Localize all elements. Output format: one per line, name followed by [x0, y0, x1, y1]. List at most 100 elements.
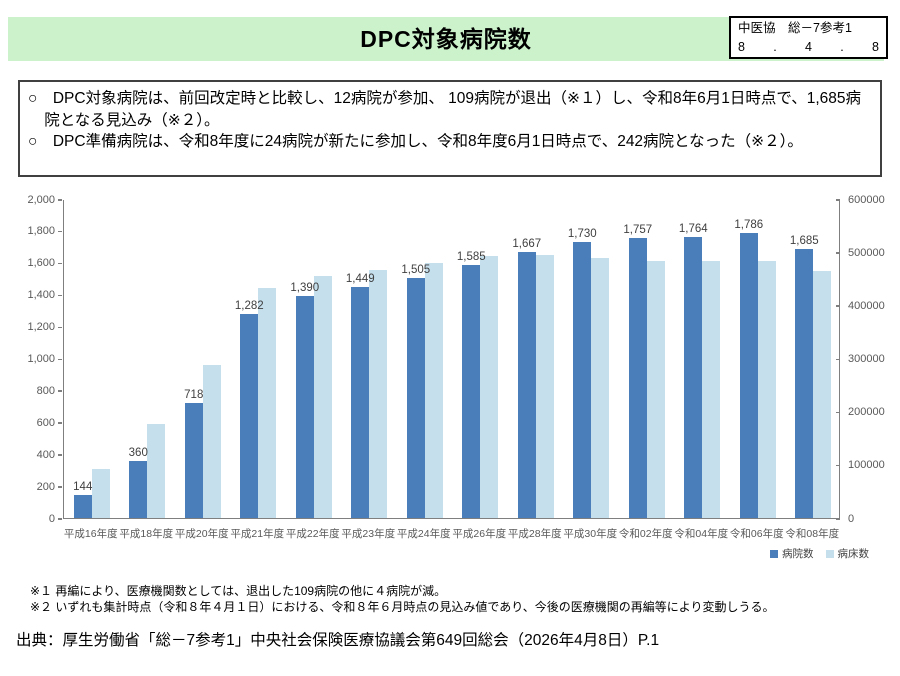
bar-value-label: 718 — [184, 389, 204, 402]
doc-reference-char: 4 — [805, 40, 812, 54]
legend-item-hospitals: 病院数 — [770, 546, 814, 561]
y-axis-tick-label-left: 600 — [36, 416, 55, 429]
x-axis-label: 平成16年度 — [63, 528, 118, 540]
y-axis-tick-mark-left-icon — [58, 358, 62, 360]
y-axis-tick-mark-left-icon — [58, 422, 62, 424]
legend-swatch-beds-icon — [825, 549, 834, 558]
doc-reference-char: 8 — [738, 40, 745, 54]
legend-swatch-hospitals-icon — [770, 549, 778, 558]
bar-hospitals — [129, 460, 148, 518]
bar-hospitals — [573, 242, 592, 518]
bar-beds — [313, 275, 332, 518]
y-axis-tick-label-left: 800 — [36, 384, 55, 397]
bar-hospitals — [406, 277, 425, 518]
x-axis-label: 平成26年度 — [452, 528, 507, 540]
y-axis-tick-label-left: 1,400 — [27, 289, 55, 302]
y-axis-tick-mark-left-icon — [58, 390, 62, 392]
bar-value-label: 1,685 — [789, 235, 819, 248]
bar-value-label: 360 — [128, 446, 148, 459]
x-axis-label: 令和02年度 — [618, 528, 673, 540]
y-axis-tick-mark-left-icon — [58, 486, 62, 488]
y-axis-tick-label-right: 600000 — [848, 193, 885, 206]
bar-beds — [91, 468, 110, 518]
legend-item-beds: 病床数 — [825, 546, 870, 561]
bar-beds — [757, 261, 776, 518]
y-axis-tick-mark-right-icon — [836, 464, 840, 467]
bar-hospitals — [795, 249, 814, 518]
doc-reference-char: 8 — [872, 40, 879, 54]
legend-label-hospitals: 病院数 — [782, 548, 814, 560]
bar-beds — [147, 423, 166, 518]
chart-plot-area: 144 360 718 1,282 1,390 1,449 1,505 1,585 1,667 1… — [63, 200, 840, 519]
bar-hospitals — [739, 233, 758, 518]
y-axis-tick-mark-right-icon — [836, 518, 840, 520]
y-axis-tick-mark-left-icon — [58, 518, 62, 520]
y-axis-tick-mark-right-icon — [836, 305, 840, 307]
x-axis-label: 令和06年度 — [729, 528, 784, 540]
y-axis-tick-label-left: 1,800 — [27, 225, 55, 238]
y-axis-tick-label-right: 400000 — [848, 299, 885, 312]
x-axis-label: 平成24年度 — [396, 528, 451, 540]
bar-value-label: 144 — [73, 481, 93, 494]
bar-chart: 144 360 718 1,282 1,390 1,449 1,505 1,585 1,667 1… — [0, 185, 900, 570]
bar-hospitals — [628, 237, 647, 518]
bar-hospitals — [351, 286, 370, 518]
x-axis-label: 平成21年度 — [230, 528, 285, 540]
bar-hospitals — [73, 495, 92, 518]
bar-beds — [369, 270, 388, 518]
y-axis-tick-label-left: 1,000 — [27, 353, 55, 365]
y-axis-tick-mark-right-icon — [836, 252, 840, 254]
x-axis-label: 平成23年度 — [341, 528, 396, 540]
doc-reference-box: 中医協 総－7参考1 8. 4. 8 — [729, 16, 888, 59]
y-axis-tick-label-left: 0 — [48, 512, 55, 525]
bar-beds — [424, 263, 443, 518]
y-axis-tick-mark-right-icon — [836, 199, 840, 201]
y-axis-tick-mark-left-icon — [58, 262, 62, 265]
bar-value-label: 1,585 — [456, 251, 486, 264]
bar-value-label: 1,282 — [234, 299, 264, 312]
bar-beds — [535, 255, 554, 518]
x-axis-label: 令和04年度 — [674, 528, 729, 540]
chart-legend: 病院数 病床数 — [770, 546, 869, 561]
source-line: 出典：厚生労働省「総－7参考1」中央社会保険医療協議会第649回総会（2026年… — [16, 632, 660, 649]
y-axis-tick-label-right: 0 — [848, 512, 855, 525]
bar-hospitals — [295, 296, 314, 518]
x-axis-label: 平成18年度 — [119, 528, 174, 540]
y-axis-tick-mark-right-icon — [836, 411, 840, 414]
bar-beds — [813, 271, 832, 518]
bar-beds — [480, 256, 499, 518]
page-title: DPC対象病院数 — [360, 26, 532, 52]
summary-bullet-2: ○ DPC準備病院は、令和8年度に24病院が新たに参加し、令和8年度6月1日時点… — [28, 133, 803, 150]
bar-value-label: 1,505 — [401, 263, 431, 276]
legend-label-beds: 病床数 — [837, 548, 870, 560]
y-axis-tick-label-right: 100000 — [848, 459, 885, 472]
y-axis-tick-label-right: 200000 — [848, 406, 885, 419]
y-axis-tick-mark-left-icon — [58, 230, 62, 233]
bar-hospitals — [684, 236, 703, 518]
doc-reference-char: . — [840, 40, 844, 54]
x-axis-label: 平成30年度 — [563, 528, 618, 540]
y-axis-tick-mark-left-icon — [58, 326, 62, 329]
bar-value-label: 1,757 — [623, 223, 653, 236]
y-axis-tick-label-left: 1,600 — [27, 257, 55, 270]
doc-reference-line1: 中医協 総－7参考1 — [738, 21, 852, 35]
x-axis-label: 平成20年度 — [174, 528, 229, 540]
footnotes: ※１ 再編により、医療機関数としては、退出した109病院の他に４病院が減。 ※２… — [30, 584, 775, 615]
footnote-1: ※１ 再編により、医療機関数としては、退出した109病院の他に４病院が減。 — [30, 584, 447, 598]
x-axis-label: 令和08年度 — [785, 528, 840, 540]
y-axis-tick-label-left: 2,000 — [27, 193, 55, 206]
bar-hospitals — [517, 252, 536, 518]
bar-hospitals — [240, 313, 259, 518]
bar-hospitals — [184, 403, 203, 518]
x-axis-label: 平成22年度 — [285, 528, 340, 540]
doc-reference-char: . — [773, 40, 777, 54]
bar-value-label: 1,786 — [734, 219, 764, 232]
y-axis-tick-mark-left-icon — [58, 294, 62, 297]
footnote-2: ※２ いずれも集計時点（令和８年４月１日）における、令和８年６月時点の見込み値で… — [30, 599, 775, 614]
bar-value-label: 1,730 — [567, 228, 597, 241]
bar-beds — [646, 261, 665, 518]
y-axis-tick-mark-left-icon — [58, 454, 62, 456]
y-axis-tick-label-left: 400 — [36, 448, 55, 461]
bar-beds — [702, 261, 721, 518]
summary-bullet-1: ○ DPC対象病院は、前回改定時と比較し、12病院が参加、 109病院が退出（※… — [28, 90, 862, 129]
